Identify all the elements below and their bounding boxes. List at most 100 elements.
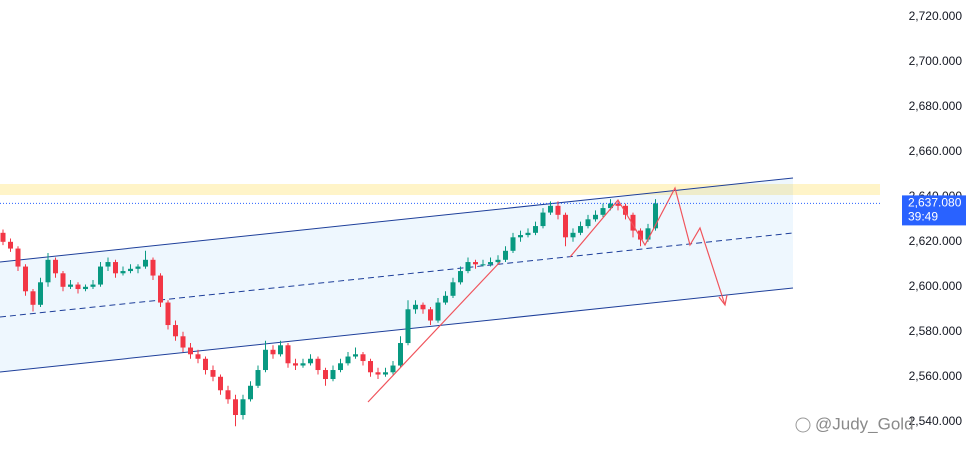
candle-body [615, 203, 621, 206]
y-tick-label: 2,560.000 [909, 369, 963, 383]
candle-body [533, 226, 538, 233]
last-price-bg [902, 195, 966, 226]
trend-line [367, 261, 501, 403]
candle-body [308, 358, 313, 364]
candle-body [563, 214, 568, 238]
candle-body [300, 363, 306, 366]
candle-body [653, 203, 658, 229]
candle-body [285, 345, 291, 364]
candle-body [120, 271, 126, 274]
y-tick-label: 2,580.000 [909, 324, 963, 338]
candle-body [240, 399, 246, 416]
candle-body [360, 354, 366, 362]
last-price-tag: 2,637.080 39:49 [902, 195, 966, 226]
candle-body [315, 358, 321, 371]
candle-body [233, 399, 238, 416]
candle-body [338, 363, 343, 371]
candle-body [630, 214, 636, 231]
candle-body [540, 212, 546, 227]
last-price-label: 2,637.080 [908, 196, 962, 210]
candle-body [420, 304, 426, 310]
candle-body [128, 268, 133, 272]
candle-body [645, 228, 651, 240]
candle-body [263, 349, 268, 371]
candle-body [465, 262, 471, 272]
candle-body [75, 284, 81, 290]
candle-body [45, 259, 51, 283]
resistance-zone [0, 184, 880, 195]
candle-body [158, 275, 163, 303]
candle-body [593, 214, 598, 220]
candle-body [173, 325, 178, 337]
candle-body [60, 273, 66, 287]
candle-body [218, 376, 223, 391]
candle-body [53, 259, 58, 274]
arrow-head [718, 294, 728, 307]
channel-lower [0, 287, 794, 373]
candle-body [323, 370, 328, 380]
y-tick-label: 2,600.000 [909, 279, 963, 293]
candle-body [203, 358, 208, 371]
candle-body [150, 259, 156, 276]
candle-body [443, 295, 448, 303]
candle-body [165, 302, 171, 326]
candle-body [375, 372, 381, 375]
channel-upper [0, 177, 794, 263]
candle-body [570, 232, 576, 238]
candle-body [458, 271, 463, 283]
candle-body [345, 356, 351, 364]
candle-body [405, 309, 411, 344]
candle-body [0, 232, 6, 242]
candle-body [270, 349, 276, 355]
y-tick-label: 2,660.000 [909, 144, 963, 158]
candle-body [83, 286, 88, 290]
candle-body [450, 282, 456, 296]
watermark-icon [795, 417, 811, 433]
forecast-path [569, 186, 726, 306]
channel-mid [0, 232, 794, 318]
candle-body [600, 208, 606, 215]
y-tick-label: 2,680.000 [909, 99, 963, 113]
candle-body [518, 235, 523, 238]
candle-body [8, 241, 13, 249]
y-tick-label: 2,620.000 [909, 234, 963, 248]
candle-body [293, 363, 298, 366]
countdown: 39:49 [908, 210, 938, 224]
candle-body [68, 284, 73, 287]
channel-fill [0, 178, 793, 372]
candle-body [38, 282, 43, 305]
candle-body [180, 336, 186, 348]
candle-body [413, 304, 418, 310]
candle-body [225, 390, 231, 400]
candle-body [390, 365, 396, 373]
candle-body [98, 266, 103, 285]
watermark: @Judy_Gold [815, 414, 914, 433]
candle-body [495, 259, 501, 263]
candle-body [330, 370, 336, 380]
candle-body [623, 205, 628, 215]
candle-body [113, 262, 118, 274]
candle-body [638, 230, 643, 240]
candle-body [428, 309, 433, 321]
candle-body [15, 248, 21, 267]
candle-body [585, 219, 591, 227]
candle-body [143, 259, 148, 267]
y-tick-label: 2,720.000 [909, 9, 963, 23]
candle-body [278, 345, 283, 355]
candle-body [23, 266, 28, 292]
candle-body [548, 205, 553, 213]
candle-body [525, 232, 531, 236]
candle-body [503, 250, 508, 260]
candle-body [510, 237, 516, 251]
y-tick-label: 2,540.000 [909, 414, 963, 428]
annotations [367, 186, 728, 403]
candle-body [353, 354, 358, 357]
candle-body [210, 370, 216, 377]
candle-body [488, 262, 493, 265]
y-tick-label: 2,700.000 [909, 54, 963, 68]
candle-body [578, 226, 583, 233]
candle-body [30, 291, 36, 305]
candle-body [555, 205, 561, 215]
